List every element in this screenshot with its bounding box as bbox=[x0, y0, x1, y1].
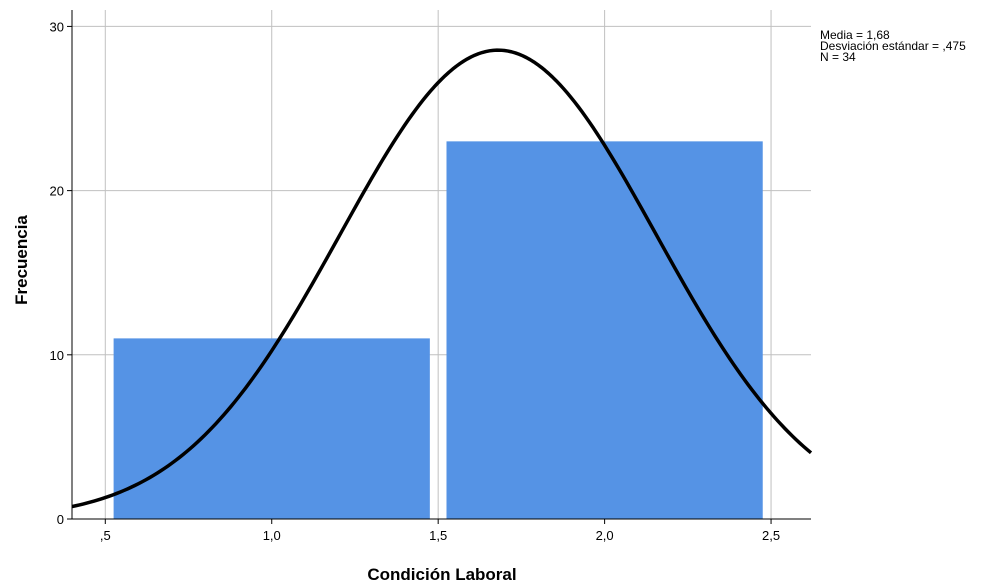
y-tick-label: 10 bbox=[50, 348, 64, 363]
x-tick-label: 2,0 bbox=[596, 528, 614, 543]
stat-mean: Media = 1,68 bbox=[820, 28, 890, 42]
axes bbox=[67, 10, 811, 524]
y-tick-label: 0 bbox=[57, 512, 64, 527]
y-tick-labels: 0 10 20 30 bbox=[50, 19, 64, 527]
x-tick-label: ,5 bbox=[100, 528, 111, 543]
normal-curve bbox=[71, 48, 813, 509]
histogram-bar-1 bbox=[113, 338, 430, 519]
x-tick-label: 1,5 bbox=[429, 528, 447, 543]
stat-std-dev: Desviación estándar = ,475 bbox=[820, 39, 966, 53]
x-tick-label: 1,0 bbox=[263, 528, 281, 543]
normal-curve-group bbox=[71, 48, 813, 509]
y-axis-title: Frecuencia bbox=[12, 215, 31, 305]
x-tick-label: 2,5 bbox=[762, 528, 780, 543]
y-tick-label: 20 bbox=[50, 184, 64, 199]
x-axis-title: Condición Laboral bbox=[367, 565, 516, 581]
statistics-legend: Media = 1,68 Desviación estándar = ,475 … bbox=[820, 28, 966, 64]
y-tick-label: 30 bbox=[50, 19, 64, 34]
histogram-bar-2 bbox=[446, 141, 763, 519]
stat-n: N = 34 bbox=[820, 50, 856, 64]
x-tick-labels: ,5 1,0 1,5 2,0 2,5 bbox=[100, 528, 780, 543]
